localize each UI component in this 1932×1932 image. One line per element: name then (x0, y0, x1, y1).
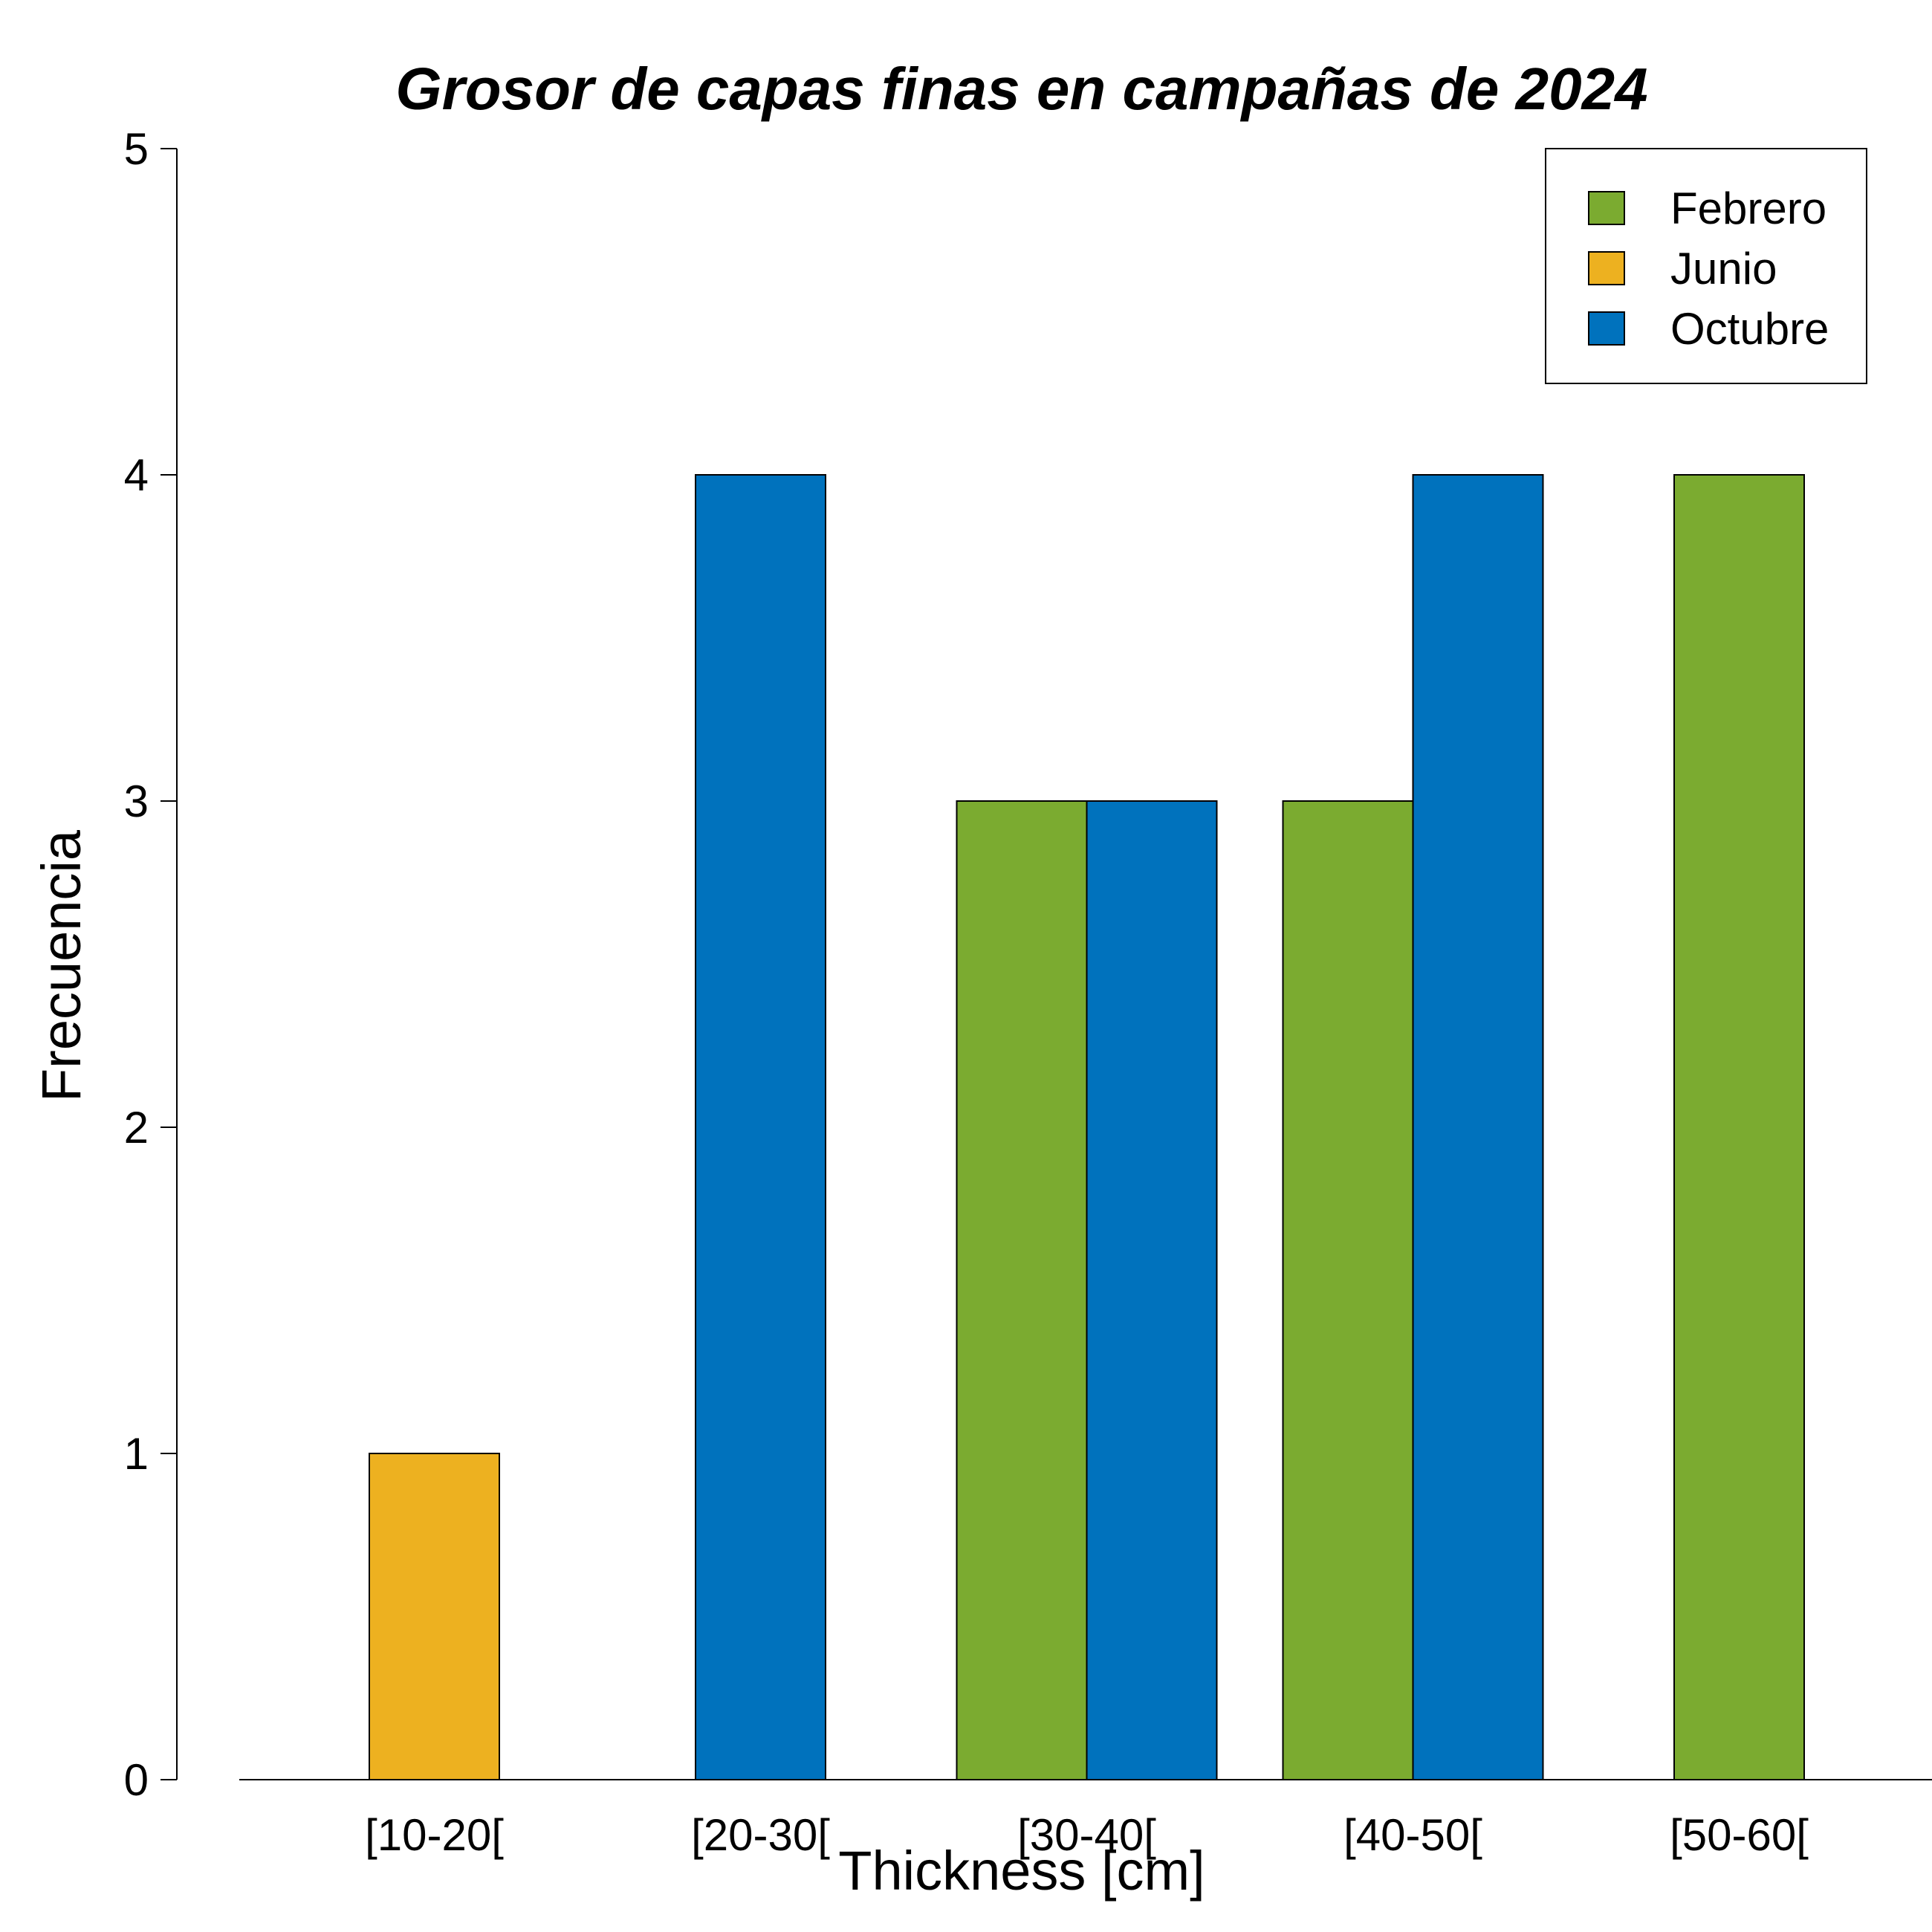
legend-swatch-febrero (1588, 191, 1625, 225)
x-axis-label: Thickness [cm] (838, 1840, 1205, 1902)
y-axis-label: Frecuencia (30, 829, 92, 1102)
legend-label-febrero: Febrero (1670, 184, 1826, 233)
y-tick-label: 5 (124, 124, 149, 174)
bars-group (369, 474, 1805, 1780)
y-tick-label: 4 (124, 450, 149, 500)
y-tick-label: 1 (124, 1429, 149, 1479)
x-tick-label: [40-50[ (1343, 1810, 1482, 1860)
legend-swatch-junio (1588, 251, 1625, 285)
y-tick-label: 3 (124, 777, 149, 826)
bar-junio-1 (369, 1453, 500, 1780)
x-tick-label: [20-30[ (691, 1810, 830, 1860)
legend-label-octubre: Octubre (1670, 304, 1829, 354)
bar-octubre-4 (1412, 474, 1544, 1780)
legend-label-junio: Junio (1670, 244, 1777, 294)
x-axis: [10-20[ [20-30[ [30-40[ [40-50[ [50-60[ (365, 1810, 1809, 1860)
x-tick-label: [30-40[ (1017, 1810, 1156, 1860)
bar-febrero-4 (1282, 800, 1414, 1780)
bar-febrero-5 (1673, 474, 1805, 1780)
x-tick-label: [10-20[ (365, 1810, 504, 1860)
bar-febrero-3 (956, 800, 1088, 1780)
bar-octubre-3 (1086, 800, 1218, 1780)
y-axis: 0 1 2 3 4 5 (124, 124, 178, 1805)
bar-octubre-2 (695, 474, 826, 1780)
legend: Febrero Junio Octubre (1545, 148, 1867, 384)
y-tick-label: 0 (124, 1755, 149, 1805)
chart-title: Grosor de capas finas en campañas de 202… (395, 56, 1647, 122)
legend-swatch-octubre (1588, 311, 1625, 346)
x-tick-label: [50-60[ (1670, 1810, 1809, 1860)
y-tick-label: 2 (124, 1103, 149, 1153)
